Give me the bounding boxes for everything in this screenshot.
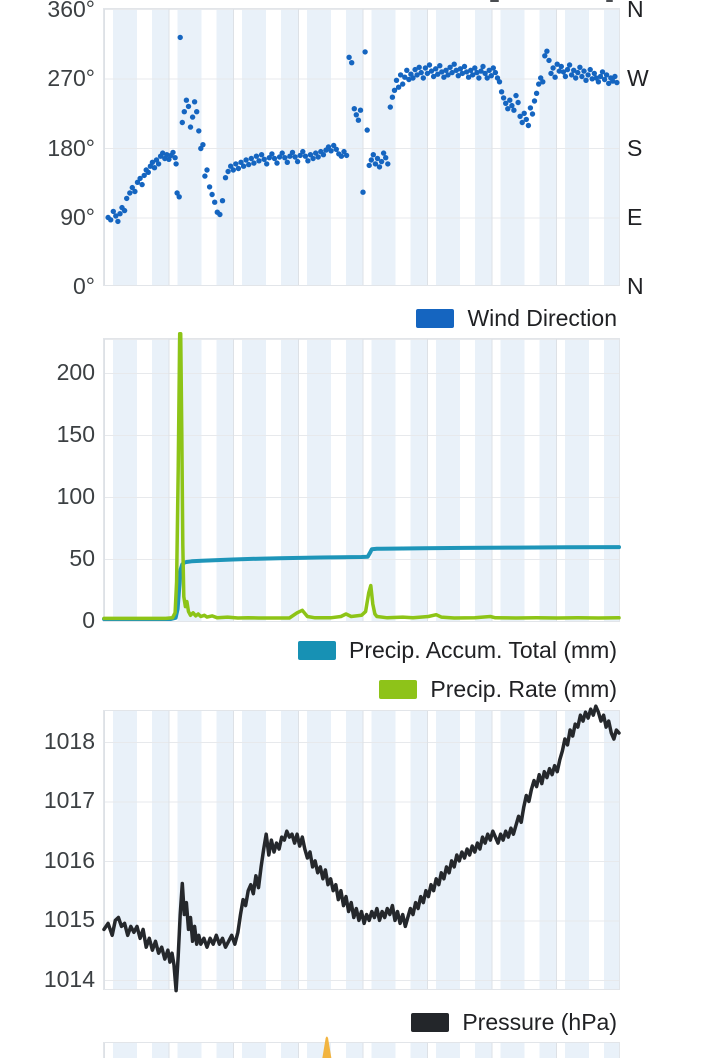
wind-ytick-0: 0° <box>73 273 95 299</box>
pressure-plot[interactable] <box>102 704 621 993</box>
precip-rate-legend: Precip. Rate (mm) <box>379 676 617 703</box>
wind-ytick-180: 180° <box>47 135 95 161</box>
precipitation-lines <box>102 332 621 621</box>
precip-accum-legend-label: Precip. Accum. Total (mm) <box>349 637 617 663</box>
precip-ytick-200: 200 <box>56 359 95 385</box>
pressure-ytick-1016: 1016 <box>43 847 95 873</box>
precipitation-plot[interactable] <box>102 332 621 622</box>
wind-ytick-E: E <box>627 204 643 230</box>
wind-ytick-270: 270° <box>47 65 95 91</box>
precip-ytick-50: 50 <box>69 545 95 571</box>
wind-ytick-N-top: N <box>627 0 644 22</box>
cut-off-text-remnant <box>490 0 499 2</box>
wind-ytick-W: W <box>627 65 649 91</box>
next-chart-partial-plot[interactable] <box>103 1042 620 1058</box>
wind-ytick-N-bottom: N <box>627 273 644 299</box>
precip-rate-legend-label: Precip. Rate (mm) <box>430 676 617 702</box>
wind-ytick-90: 90° <box>60 204 95 230</box>
wind-ytick-360: 360° <box>47 0 95 22</box>
pressure-legend: Pressure (hPa) <box>411 1009 617 1036</box>
pressure-ytick-1015: 1015 <box>43 906 95 932</box>
precip-ytick-100: 100 <box>56 483 95 509</box>
pressure-ytick-1014: 1014 <box>43 966 95 992</box>
precip-ytick-0: 0 <box>82 607 95 633</box>
wind-direction-scatter <box>105 34 620 225</box>
pressure-ytick-1017: 1017 <box>43 787 95 813</box>
pressure-line <box>102 704 621 993</box>
wind-direction-legend: Wind Direction <box>416 305 617 332</box>
cut-off-text-remnant <box>606 0 613 2</box>
precip-accum-legend-swatch <box>298 641 337 660</box>
pressure-legend-label: Pressure (hPa) <box>462 1009 617 1035</box>
precip-accum-legend: Precip. Accum. Total (mm) <box>298 637 617 664</box>
wind-direction-plot[interactable] <box>103 8 620 286</box>
precip-ytick-150: 150 <box>56 421 95 447</box>
wind-direction-legend-swatch <box>416 309 455 328</box>
pressure-legend-swatch <box>411 1013 450 1032</box>
wind-direction-legend-label: Wind Direction <box>467 305 617 331</box>
pressure-ytick-1018: 1018 <box>43 728 95 754</box>
wind-ytick-S: S <box>627 135 643 161</box>
precip-rate-legend-swatch <box>379 680 418 699</box>
